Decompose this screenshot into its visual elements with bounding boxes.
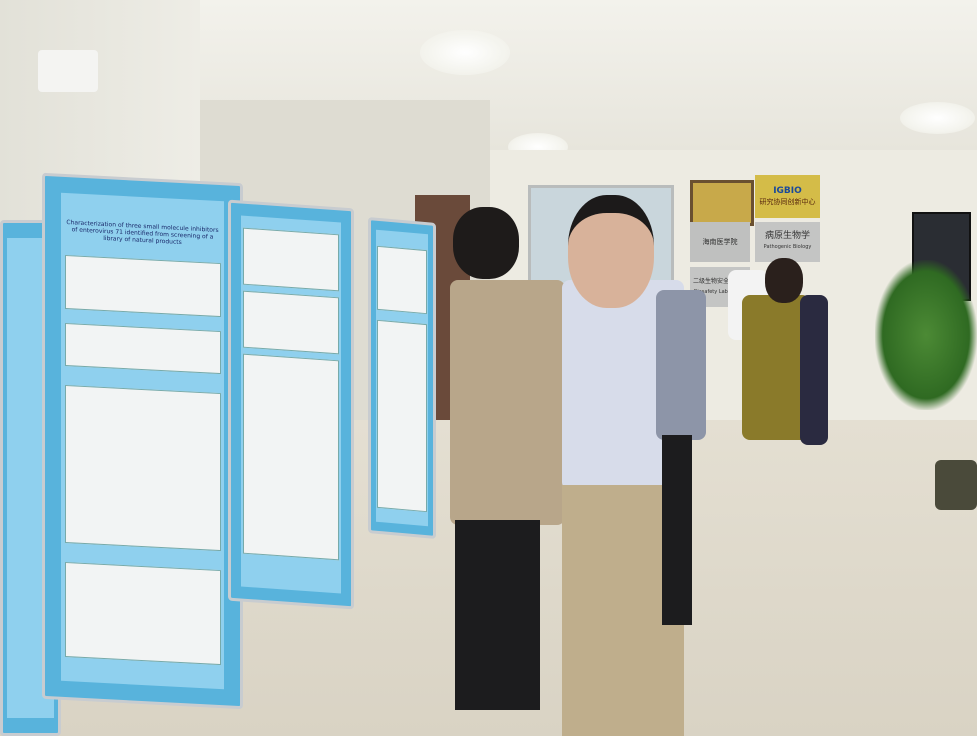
ceiling-light <box>420 30 510 75</box>
school-plaque: 海南医学院 <box>690 222 750 262</box>
potted-plant <box>875 260 977 410</box>
plaque-text: 海南医学院 <box>702 237 738 246</box>
plant-pot <box>935 460 977 510</box>
award-plaque <box>690 180 754 226</box>
person-grey-shirt <box>656 290 706 440</box>
person-head <box>765 258 803 303</box>
poster-stand: Characterization of three small molecule… <box>42 172 243 710</box>
pathogen-plaque: 病原生物学 Pathogenic Biology <box>755 222 820 262</box>
person-floral-dress <box>800 295 828 445</box>
person-head <box>453 207 519 279</box>
plaque-text: 二级生物安全实验室 <box>692 278 747 285</box>
plaque-text: Biosafety Laboratory <box>693 289 747 295</box>
person-trousers <box>662 435 692 625</box>
plaque-text: 研究协同创新中心 <box>759 197 816 206</box>
poster-stand <box>228 199 354 610</box>
ceiling-light <box>900 102 975 134</box>
emergency-light <box>38 50 98 92</box>
poster-stand <box>368 217 436 539</box>
plaque-text: Pathogenic Biology <box>763 244 812 250</box>
person-olive-dress <box>742 295 810 440</box>
igbio-plaque: IGBIO 研究协同创新中心 <box>755 175 820 218</box>
plaque-logo-text: IGBIO <box>773 185 802 196</box>
person-black-trousers <box>455 520 540 710</box>
person-head <box>568 195 654 308</box>
person-tan-jacket <box>450 280 565 525</box>
plaque-text: 病原生物学 <box>764 231 810 241</box>
